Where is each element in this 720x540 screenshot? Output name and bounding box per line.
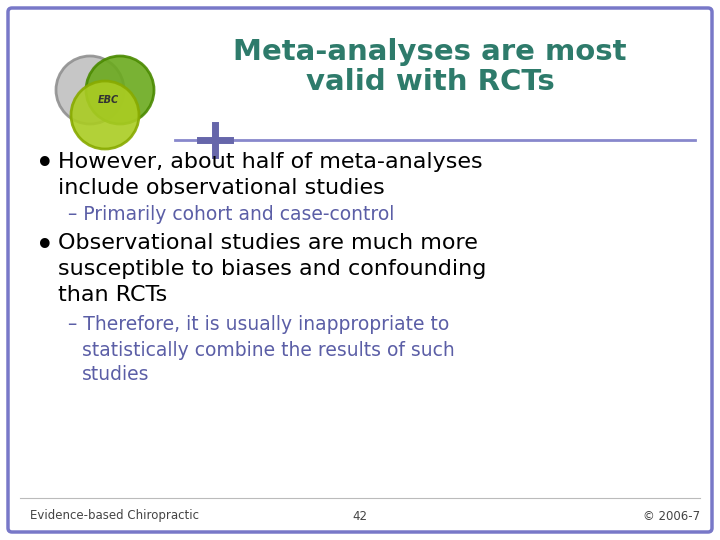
Text: However, about half of meta-analyses: However, about half of meta-analyses [58, 152, 482, 172]
Text: Evidence-based Chiropractic: Evidence-based Chiropractic [30, 510, 199, 523]
Circle shape [86, 56, 154, 124]
Text: © 2006-7: © 2006-7 [643, 510, 700, 523]
Text: include observational studies: include observational studies [58, 178, 384, 198]
Text: •: • [35, 148, 55, 181]
Circle shape [71, 81, 139, 149]
Text: than RCTs: than RCTs [58, 285, 167, 305]
Text: susceptible to biases and confounding: susceptible to biases and confounding [58, 259, 487, 279]
Text: EBC: EBC [97, 95, 119, 105]
Text: statistically combine the results of such: statistically combine the results of suc… [82, 341, 455, 360]
Text: studies: studies [82, 366, 150, 384]
Text: •: • [35, 230, 55, 262]
FancyBboxPatch shape [8, 8, 712, 532]
Text: 42: 42 [353, 510, 367, 523]
Text: valid with RCTs: valid with RCTs [305, 68, 554, 96]
Text: – Therefore, it is usually inappropriate to: – Therefore, it is usually inappropriate… [68, 315, 449, 334]
Text: Observational studies are much more: Observational studies are much more [58, 233, 478, 253]
Text: Meta-analyses are most: Meta-analyses are most [233, 38, 626, 66]
Text: – Primarily cohort and case-control: – Primarily cohort and case-control [68, 205, 395, 224]
Circle shape [56, 56, 124, 124]
